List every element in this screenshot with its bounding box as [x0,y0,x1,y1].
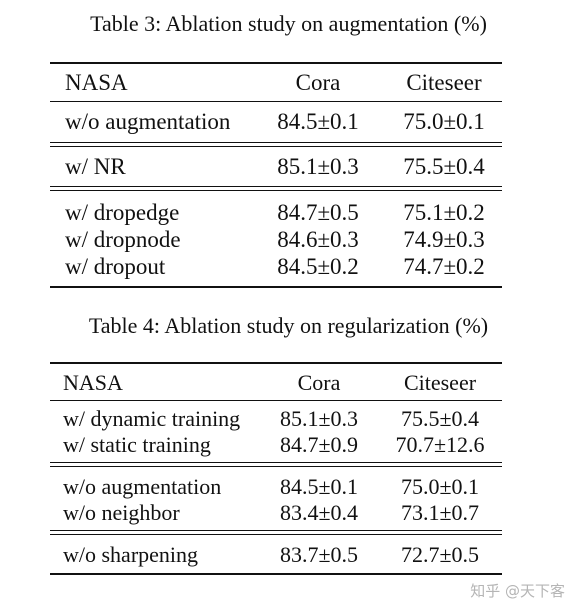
table4-caption: Table 4: Ablation study on regularizatio… [88,313,489,338]
table4-row-citeseer: 75.5±0.4 [400,406,480,431]
table4-row-label: w/o neighbor [63,500,180,525]
table3-double-rule-b [50,190,502,191]
table3-header-citeseer: Citeseer [406,70,482,95]
table3-bottom-rule [50,286,502,288]
table4-row-citeseer: 73.1±0.7 [400,500,480,525]
table3-row-label: w/ dropedge [65,200,180,225]
table3-top-rule [50,62,502,64]
table4-row-cora: 85.1±0.3 [279,406,359,431]
table3-caption: Table 3: Ablation study on augmentation … [90,11,487,36]
table3-row-cora: 84.7±0.5 [277,200,359,225]
table3-double-rule-a [50,142,502,143]
table3-row-label: w/ NR [65,154,126,179]
table4-header-citeseer: Citeseer [403,370,477,395]
table4-double-rule-b [50,466,502,467]
table4-row-citeseer: 70.7±12.6 [395,432,485,457]
table4-bottom-rule [50,573,502,575]
table3-row-label: w/ dropnode [65,227,181,252]
table3-row-cora: 84.5±0.1 [277,109,359,134]
table4-row-label: w/ static training [63,432,211,457]
table3-header-rule [50,101,502,102]
table4-row-citeseer: 72.7±0.5 [400,542,480,567]
table3-row-citeseer: 74.9±0.3 [403,227,485,252]
table4-double-rule-a [50,530,502,531]
table3-row-cora: 84.6±0.3 [277,227,359,252]
table4-row-label: w/o augmentation [63,474,222,499]
watermark: 知乎 @天下客 [470,582,565,600]
table3-row-label: w/o augmentation [65,109,231,134]
table4-double-rule-b [50,534,502,535]
table3-row-cora: 84.5±0.2 [277,254,359,279]
table3-row-citeseer: 75.5±0.4 [403,154,485,179]
table4-header-label: NASA [63,370,123,395]
table4-double-rule-a [50,462,502,463]
table4-row-citeseer: 75.0±0.1 [400,474,480,499]
table4-row-cora: 83.4±0.4 [279,500,359,525]
table4-header-cora: Cora [297,370,341,395]
table3-double-rule-a [50,186,502,187]
table4-row-label: w/o sharpening [63,542,199,567]
table3-row-citeseer: 75.0±0.1 [403,109,485,134]
table4-row-cora: 84.5±0.1 [279,474,359,499]
table4-header-rule [50,400,502,401]
table3-double-rule-b [50,146,502,147]
table3-row-citeseer: 75.1±0.2 [403,200,485,225]
table3-header-label: NASA [65,70,128,95]
table3-row-cora: 85.1±0.3 [277,154,359,179]
table4-top-rule [50,362,502,364]
table3-row-citeseer: 74.7±0.2 [403,254,485,279]
table3-header-cora: Cora [295,70,341,95]
table3-row-label: w/ dropout [65,254,166,279]
table4-row-label: w/ dynamic training [63,406,241,431]
table4-row-cora: 84.7±0.9 [279,432,359,457]
table4-row-cora: 83.7±0.5 [279,542,359,567]
